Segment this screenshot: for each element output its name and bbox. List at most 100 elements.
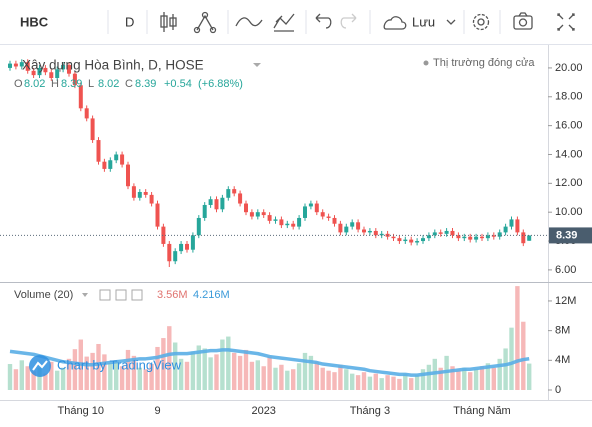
volume-bar <box>119 366 125 390</box>
candle-body <box>297 217 302 227</box>
volume-bar <box>72 349 78 390</box>
volume-bar <box>373 373 378 390</box>
volume-bar <box>55 370 60 390</box>
volume-bar <box>320 367 325 390</box>
volume-bar <box>255 360 260 390</box>
undo-icon[interactable] <box>315 13 332 29</box>
volume-bar <box>438 367 443 390</box>
volume-bar <box>391 376 396 390</box>
volume-bar <box>137 367 142 390</box>
candle-body <box>244 203 248 213</box>
volume-bar <box>60 367 66 390</box>
y-tick-label: 4M <box>555 354 570 366</box>
ohlc-value: 8.39 <box>135 78 156 90</box>
indicator-icon[interactable] <box>193 11 217 34</box>
candle-icon[interactable] <box>160 12 177 32</box>
candle-body <box>78 85 83 109</box>
volume-bar <box>302 352 308 390</box>
watermark: Chart by TradingView <box>29 355 182 377</box>
candle-body <box>49 72 54 79</box>
title-menu-icon[interactable] <box>253 63 261 67</box>
save-label[interactable]: Lưu <box>412 14 435 29</box>
volume-bar <box>49 361 54 390</box>
candle-body <box>55 69 60 79</box>
candle-body <box>491 235 496 237</box>
candle-body <box>285 223 290 226</box>
settings-icon[interactable] <box>472 13 490 31</box>
x-tick-label: 2023 <box>251 405 275 417</box>
redo-icon[interactable] <box>340 13 357 29</box>
volume-controls[interactable] <box>99 289 143 301</box>
y-tick-label: 20.00 <box>555 62 583 74</box>
volume-bar <box>326 370 331 390</box>
volume-bar <box>102 354 107 390</box>
volume-bar <box>84 356 89 390</box>
compare-icon[interactable] <box>235 17 263 27</box>
template-icon[interactable] <box>273 13 295 32</box>
change: +0.54 <box>164 78 192 90</box>
volume-bar <box>491 367 496 390</box>
candle-body <box>61 65 66 70</box>
volume-bar <box>37 367 42 390</box>
candle-body <box>332 217 337 224</box>
candle-body <box>261 212 266 216</box>
chevron-icon[interactable] <box>446 19 456 25</box>
volume-bar <box>196 345 201 390</box>
y-tick-label: 10.00 <box>555 206 583 218</box>
candle-body <box>521 232 526 244</box>
volume-title: Volume (20) <box>14 289 73 301</box>
volume-bar <box>414 375 420 390</box>
x-tick-label: Tháng Năm <box>453 405 510 417</box>
interval[interactable]: D <box>125 14 134 29</box>
candle-body <box>338 223 343 233</box>
candle-body <box>25 62 30 71</box>
candle-body <box>155 203 160 227</box>
camera-icon[interactable] <box>513 12 533 30</box>
cloud-icon[interactable] <box>383 16 407 30</box>
volume-bar <box>190 351 196 390</box>
volume-bar <box>155 346 160 390</box>
candle-body <box>208 199 213 205</box>
volume-bar <box>350 373 355 390</box>
candle-body <box>326 216 331 218</box>
candle-body <box>179 243 184 252</box>
candle-body <box>462 236 467 239</box>
volume-bar <box>108 363 113 390</box>
y-tick-label: 12.00 <box>555 177 583 189</box>
candle-body <box>67 65 71 74</box>
candle-body <box>397 238 402 242</box>
volume-bar <box>19 360 24 390</box>
volume-bar <box>314 361 319 390</box>
y-tick-label: 18.00 <box>555 91 583 103</box>
change-percent: (+6.88%) <box>198 78 243 90</box>
candle-body <box>279 219 284 226</box>
volume-bar <box>237 355 243 390</box>
volume-bar <box>379 378 384 390</box>
candle-body <box>161 226 166 244</box>
volume-bar <box>456 370 461 390</box>
volume-bar <box>114 360 119 390</box>
candle-body <box>108 160 113 169</box>
candle-body <box>438 232 443 234</box>
candle-body <box>238 193 243 204</box>
fullscreen-icon[interactable] <box>557 13 575 31</box>
candle-body <box>497 232 502 237</box>
candle-body <box>444 230 449 234</box>
volume-bar <box>261 366 266 390</box>
x-tick-label: Tháng 3 <box>350 405 390 417</box>
candle-body <box>126 164 130 187</box>
candle-body <box>403 239 408 242</box>
candle-body <box>173 251 178 262</box>
watermark-text: Chart by TradingView <box>57 357 182 372</box>
candle-body <box>415 241 420 243</box>
symbol[interactable]: HBC <box>20 14 49 29</box>
candle-body <box>373 230 378 236</box>
volume-bar <box>208 357 213 390</box>
volume-menu-icon[interactable] <box>82 293 88 297</box>
last-price-label: 8.39 <box>556 229 577 241</box>
volume-bar <box>462 367 467 390</box>
ohlc-value: 8.39 <box>61 78 82 90</box>
volume-bar <box>361 372 367 390</box>
volume-bar <box>267 356 272 390</box>
ohlc-key: C <box>125 78 133 90</box>
